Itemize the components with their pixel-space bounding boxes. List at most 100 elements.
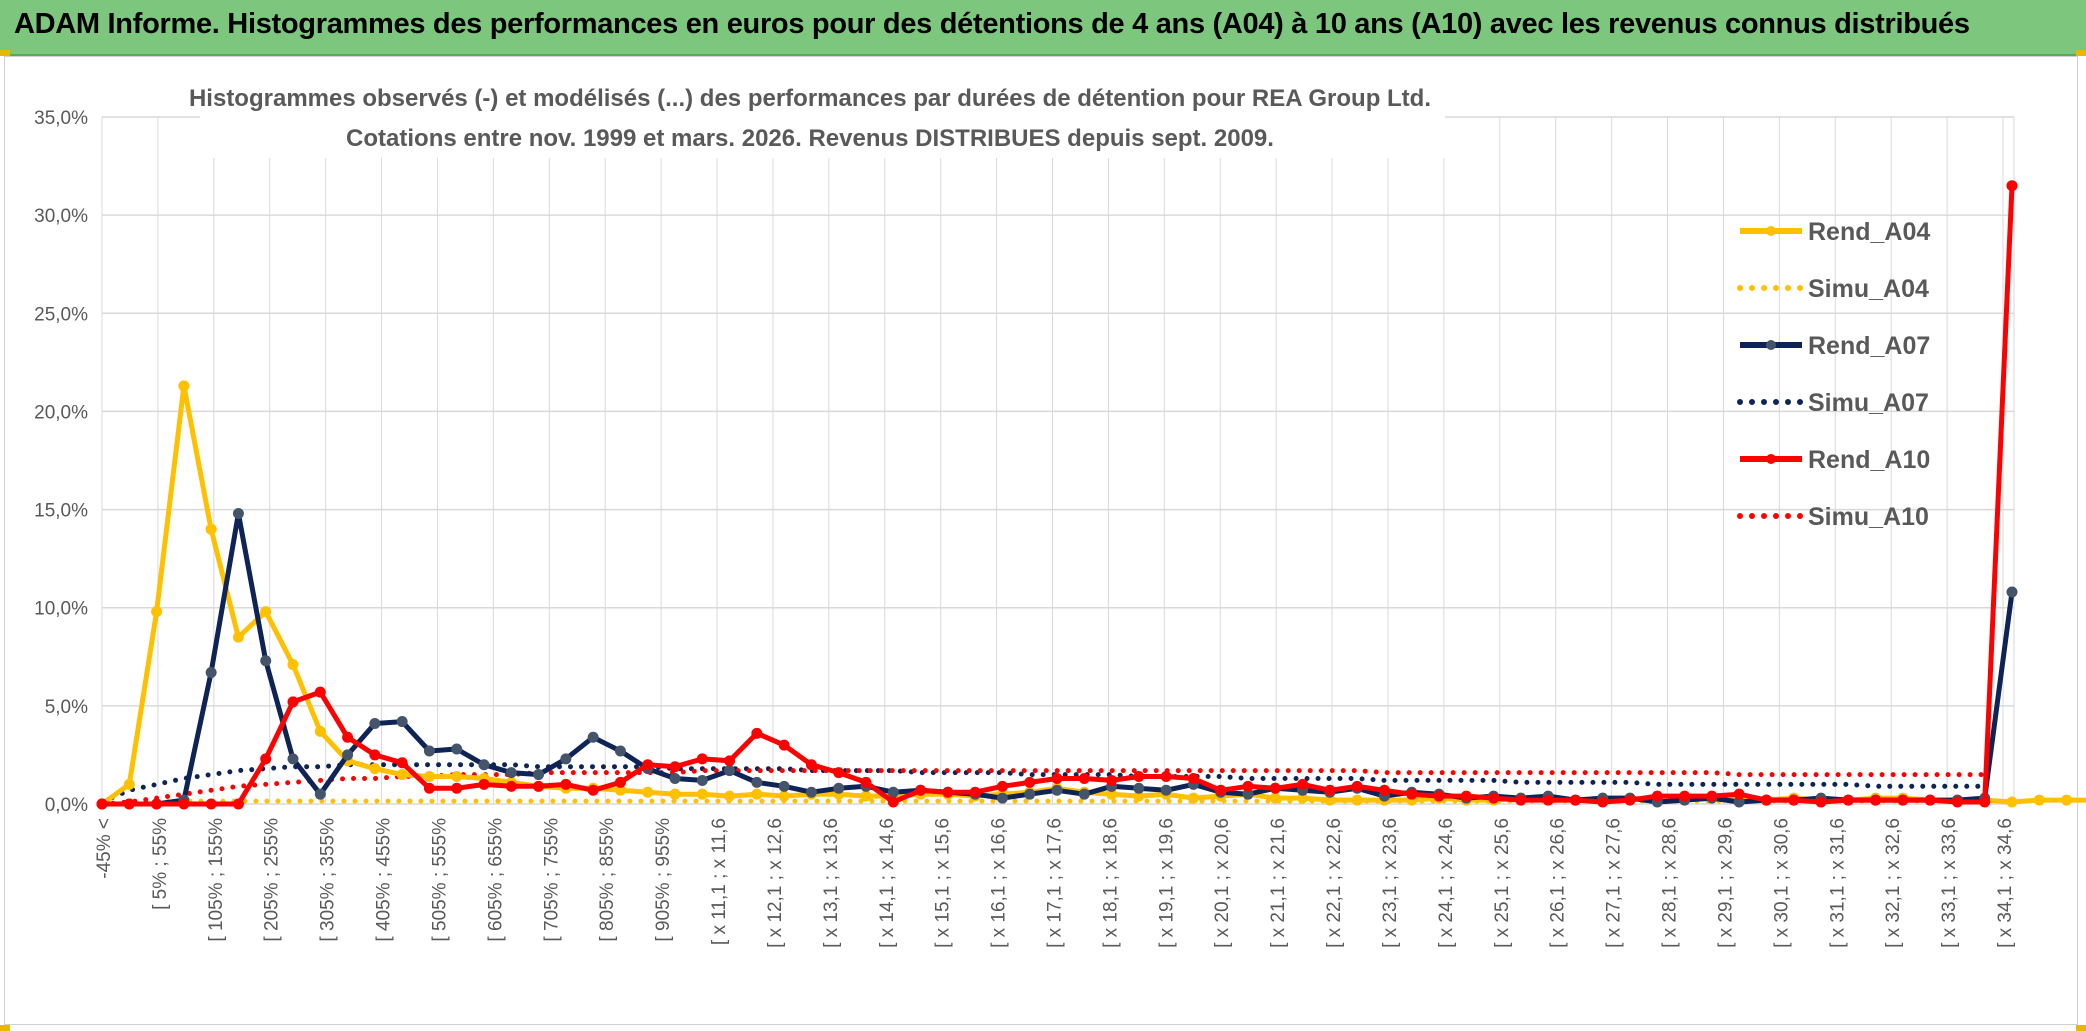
data-point-rend_a04 [696,788,708,800]
x-tick-label: [ x 11,1 ; x 11,6 [709,818,730,945]
data-point-rend_a07 [205,666,217,678]
data-point-rend_a07 [396,716,408,728]
data-point-rend_a07 [342,749,354,761]
x-tick-label: [ x 22,1 ; x 22,6 [1324,818,1345,948]
x-tick-label: -45% < [94,818,115,879]
data-point-rend_a10 [1706,790,1718,802]
data-point-rend_a04 [778,790,790,802]
corner-accent [0,1025,10,1031]
data-point-rend_a04 [2006,796,2018,808]
data-point-rend_a10 [1569,794,1581,806]
y-tick-label: 5,0% [45,697,88,718]
x-tick-label: [ 105% ; 155% [206,818,227,942]
data-point-rend_a10 [1051,772,1063,784]
data-point-rend_a10 [1269,782,1281,794]
data-point-rend_a07 [287,753,299,765]
data-point-rend_a04 [232,631,244,643]
x-tick-label: [ x 16,1 ; x 16,6 [989,818,1010,948]
legend-label-simu_a07: Simu_A07 [1808,389,1929,417]
data-point-rend_a10 [560,778,572,790]
y-tick-label: 25,0% [34,304,88,325]
data-point-rend_a10 [996,780,1008,792]
data-point-rend_a04 [451,771,463,783]
y-tick-label: 10,0% [34,599,88,620]
legend-label-rend_a07: Rend_A07 [1808,332,1930,360]
x-tick-label: [ x 13,1 ; x 13,6 [821,818,842,948]
data-point-rend_a10 [1242,780,1254,792]
data-point-rend_a04 [369,763,381,775]
data-point-rend_a10 [642,759,654,771]
legend-label-rend_a04: Rend_A04 [1808,218,1930,246]
data-point-rend_a07 [1051,784,1063,796]
x-tick-label: [ 905% ; 955% [653,818,674,942]
data-point-rend_a04 [287,659,299,671]
legend-marker-rend_a10 [1766,454,1776,464]
data-point-rend_a10 [151,798,163,810]
data-point-rend_a04 [669,788,681,800]
data-point-rend_a07 [805,786,817,798]
data-point-rend_a07 [1160,784,1172,796]
data-point-rend_a07 [751,776,763,788]
data-point-rend_a04 [178,380,190,392]
data-point-rend_a10 [1378,784,1390,796]
data-point-rend_a10 [1842,794,1854,806]
data-point-rend_a10 [915,784,927,796]
x-tick-label: [ x 24,1 ; x 24,6 [1436,818,1457,948]
corner-accent [0,50,10,56]
x-tick-label: [ 805% ; 855% [597,818,618,942]
data-point-rend_a10 [1078,772,1090,784]
data-point-rend_a10 [1788,794,1800,806]
chart-title-background [200,78,1445,158]
series-line-simu_a10 [99,768,1988,807]
x-tick-label: [ x 23,1 ; x 23,6 [1380,818,1401,948]
data-point-rend_a07 [423,745,435,757]
data-point-rend_a04 [123,778,135,790]
data-point-rend_a10 [123,798,135,810]
series-line-simu_a07 [99,762,1988,805]
data-point-rend_a10 [396,757,408,769]
data-point-rend_a10 [1979,796,1991,808]
series-line-rend_a10 [102,185,2015,807]
data-point-rend_a10 [1951,796,1963,808]
data-point-rend_a10 [587,784,599,796]
data-point-rend_a10 [451,782,463,794]
x-tick-label: [ x 17,1 ; x 17,6 [1045,818,1066,948]
x-tick-label: [ 405% ; 455% [374,818,395,942]
data-point-rend_a10 [314,686,326,698]
x-tick-label: [ x 12,1 ; x 12,6 [765,818,786,948]
data-point-rend_a10 [1433,790,1445,802]
data-point-rend_a10 [1597,796,1609,808]
data-point-rend_a10 [1024,776,1036,788]
x-tick-label: [ x 21,1 ; x 21,6 [1268,818,1289,948]
y-tick-label: 15,0% [34,501,88,522]
data-point-rend_a10 [260,753,272,765]
chart-title-line: Histogrammes observés (-) et modélisés (… [189,85,1431,112]
legend-label-simu_a10: Simu_A10 [1808,503,1929,531]
data-point-rend_a07 [887,786,899,798]
header-banner: ADAM Informe. Histogrammes des performan… [0,0,2086,56]
legend-label-simu_a04: Simu_A04 [1808,275,1929,303]
data-point-rend_a04 [2033,794,2045,806]
x-tick-label: [ x 28,1 ; x 28,6 [1660,818,1681,948]
x-tick-label: [ 5% ; 55% [150,818,171,910]
data-point-rend_a10 [205,798,217,810]
y-tick-label: 35,0% [34,108,88,129]
y-tick-label: 20,0% [34,402,88,423]
data-point-rend_a10 [1870,794,1882,806]
data-point-rend_a07 [1024,788,1036,800]
data-point-rend_a10 [942,786,954,798]
x-tick-label: [ x 29,1 ; x 29,6 [1715,818,1736,948]
x-tick-label: [ 605% ; 655% [485,818,506,942]
data-point-rend_a07 [260,655,272,667]
data-point-rend_a07 [478,759,490,771]
data-point-rend_a07 [505,767,517,779]
data-point-rend_a10 [478,778,490,790]
chart-frame [4,56,2078,1025]
series-line-rend_a04 [100,383,2086,807]
data-point-rend_a04 [151,606,163,618]
data-point-rend_a10 [1542,794,1554,806]
data-point-rend_a10 [1133,771,1145,783]
x-tick-label: [ x 25,1 ; x 25,6 [1492,818,1513,948]
data-point-rend_a10 [1733,788,1745,800]
x-tick-label: [ 305% ; 355% [318,818,339,942]
